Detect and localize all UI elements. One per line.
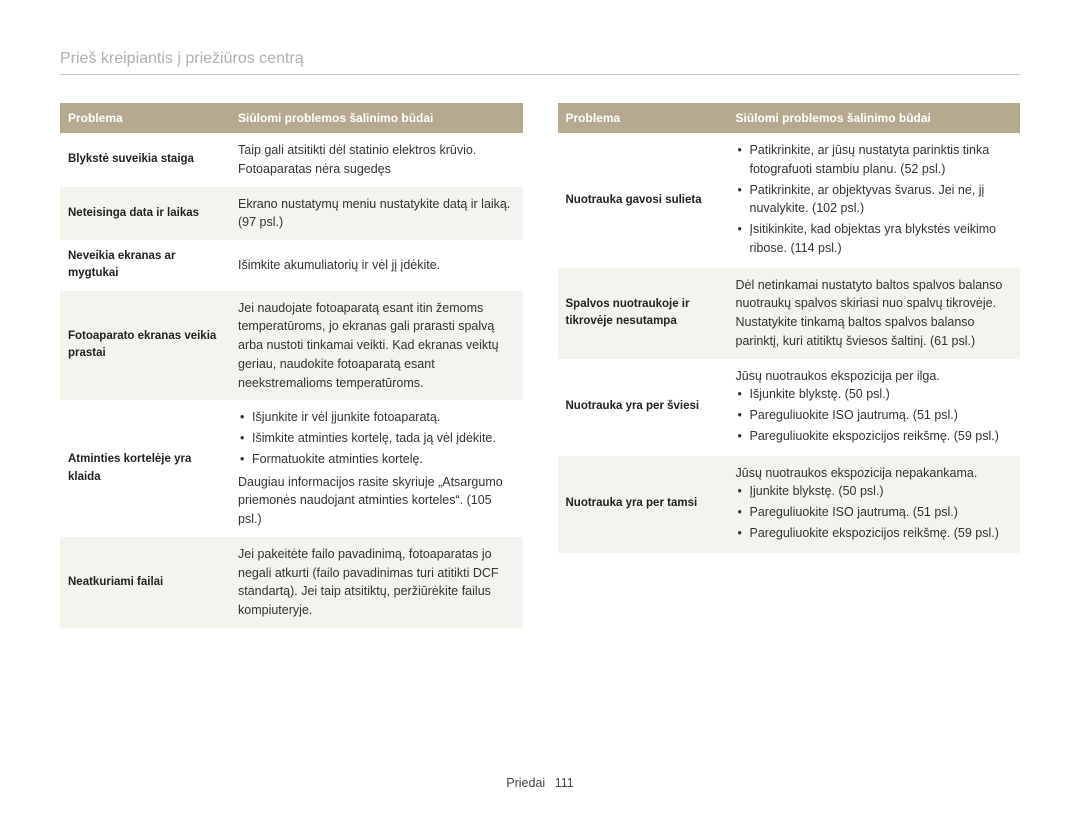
solution-cell: Išjunkite ir vėl įjunkite fotoaparatą. Iš… (230, 400, 523, 537)
solution-cell: Jūsų nuotraukos ekspozicija nepakankama.… (728, 456, 1021, 553)
problem-cell: Neatkuriami failai (60, 537, 230, 628)
footer-page-number: 111 (555, 776, 574, 790)
right-header-problem: Problema (558, 103, 728, 133)
solution-cell: Išimkite akumuliatorių ir vėl jį įdėkite… (230, 240, 523, 291)
page-title: Prieš kreipiantis į priežiūros centrą (60, 50, 1020, 75)
problem-cell: Neteisinga data ir laikas (60, 187, 230, 241)
solution-list-item: Formatuokite atminties kortelę. (238, 450, 515, 469)
solution-cell: Dėl netinkamai nustatyto baltos spalvos … (728, 268, 1021, 359)
table-row: Neatkuriami failaiJei pakeitėte failo pa… (60, 537, 523, 628)
table-row: Nuotrauka yra per tamsiJūsų nuotraukos e… (558, 456, 1021, 553)
solution-list-item: Išimkite atminties kortelę, tada ją vėl … (238, 429, 515, 448)
problem-cell: Spalvos nuotraukoje ir tikrovėje nesutam… (558, 268, 728, 359)
page-footer: Priedai 111 (0, 776, 1080, 790)
solution-pre-text: Jūsų nuotraukos ekspozicija nepakankama. (736, 464, 1013, 483)
left-header-solution: Siūlomi problemos šalinimo būdai (230, 103, 523, 133)
left-table: Problema Siūlomi problemos šalinimo būda… (60, 103, 523, 628)
solution-extra-text: Daugiau informacijos rasite skyriuje „At… (238, 473, 515, 529)
solution-list-item: Patikrinkite, ar objektyvas švarus. Jei … (736, 181, 1013, 219)
right-table: Problema Siūlomi problemos šalinimo būda… (558, 103, 1021, 553)
problem-cell: Nuotrauka yra per šviesi (558, 359, 728, 456)
solution-cell: Jei pakeitėte failo pavadinimą, fotoapar… (230, 537, 523, 628)
right-header-solution: Siūlomi problemos šalinimo būdai (728, 103, 1021, 133)
table-row: Spalvos nuotraukoje ir tikrovėje nesutam… (558, 268, 1021, 359)
content-columns: Problema Siūlomi problemos šalinimo būda… (60, 103, 1020, 628)
solution-list-item: Įsitikinkite, kad objektas yra blykstės … (736, 220, 1013, 258)
solution-cell: Jei naudojate fotoaparatą esant itin žem… (230, 291, 523, 401)
solution-list-item: Pareguliuokite ekspozicijos reikšmę. (59… (736, 427, 1013, 446)
table-row: Neteisinga data ir laikasEkrano nustatym… (60, 187, 523, 241)
solution-list-item: Įjunkite blykstę. (50 psl.) (736, 482, 1013, 501)
right-column: Problema Siūlomi problemos šalinimo būda… (558, 103, 1021, 628)
solution-list-item: Išjunkite ir vėl įjunkite fotoaparatą. (238, 408, 515, 427)
solution-list-item: Pareguliuokite ISO jautrumą. (51 psl.) (736, 406, 1013, 425)
solution-cell: Ekrano nustatymų meniu nustatykite datą … (230, 187, 523, 241)
table-row: Atminties kortelėje yra klaidaIšjunkite … (60, 400, 523, 537)
table-row: Nuotrauka yra per šviesiJūsų nuotraukos … (558, 359, 1021, 456)
solution-list-item: Išjunkite blykstę. (50 psl.) (736, 385, 1013, 404)
solution-cell: Taip gali atsitikti dėl statinio elektro… (230, 133, 523, 187)
solution-pre-text: Jūsų nuotraukos ekspozicija per ilga. (736, 367, 1013, 386)
table-row: Neveikia ekranas ar mygtukaiIšimkite aku… (60, 240, 523, 291)
table-row: Nuotrauka gavosi sulietaPatikrinkite, ar… (558, 133, 1021, 268)
problem-cell: Fotoaparato ekranas veikia prastai (60, 291, 230, 401)
left-header-problem: Problema (60, 103, 230, 133)
problem-cell: Nuotrauka gavosi sulieta (558, 133, 728, 268)
problem-cell: Nuotrauka yra per tamsi (558, 456, 728, 553)
left-column: Problema Siūlomi problemos šalinimo būda… (60, 103, 523, 628)
footer-section-label: Priedai (506, 776, 545, 790)
problem-cell: Atminties kortelėje yra klaida (60, 400, 230, 537)
solution-list-item: Pareguliuokite ekspozicijos reikšmę. (59… (736, 524, 1013, 543)
solution-list-item: Pareguliuokite ISO jautrumą. (51 psl.) (736, 503, 1013, 522)
problem-cell: Blykstė suveikia staiga (60, 133, 230, 187)
table-row: Blykstė suveikia staigaTaip gali atsitik… (60, 133, 523, 187)
table-row: Fotoaparato ekranas veikia prastaiJei na… (60, 291, 523, 401)
problem-cell: Neveikia ekranas ar mygtukai (60, 240, 230, 291)
solution-cell: Jūsų nuotraukos ekspozicija per ilga.Išj… (728, 359, 1021, 456)
solution-cell: Patikrinkite, ar jūsų nustatyta parinkti… (728, 133, 1021, 268)
solution-list-item: Patikrinkite, ar jūsų nustatyta parinkti… (736, 141, 1013, 179)
